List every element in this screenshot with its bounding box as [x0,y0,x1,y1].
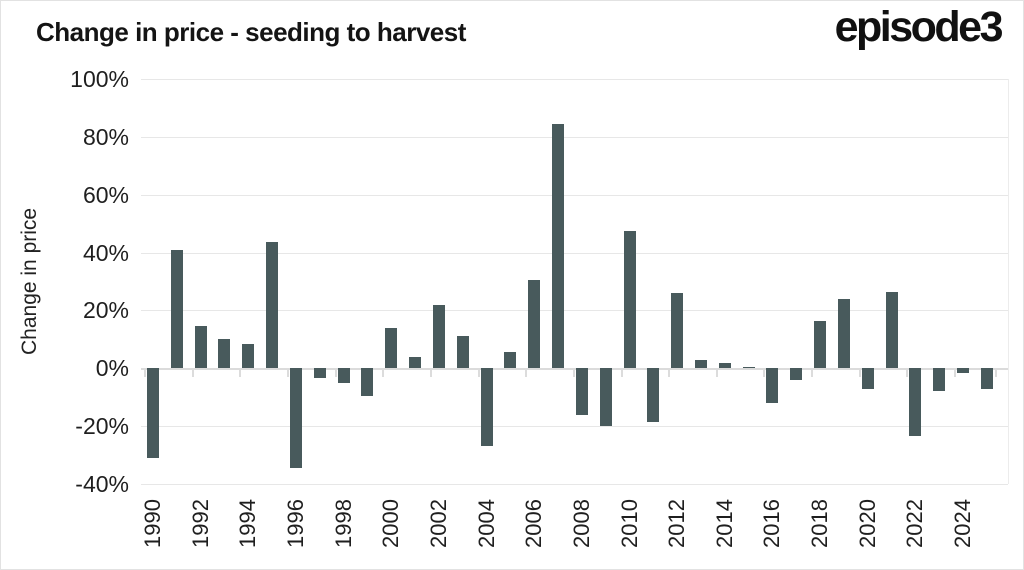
bar-1992 [194,326,207,369]
y-axis-tick-labels: 100% 80% 60% 40% 20% 0% -20% -40% [1,66,129,497]
x-tick-label-2022: 2022 [902,499,928,549]
bar-2000 [385,327,398,369]
x-axis-tick [620,369,623,377]
x-tick-label-2004: 2004 [473,499,499,549]
x-axis-tick [715,369,718,377]
x-axis-tick [858,369,861,377]
y-tick-label: -20% [75,413,129,440]
gridline-20 [141,310,1008,312]
bar-2014 [718,362,731,369]
bar-1995 [266,242,279,369]
x-axis-tick [239,369,242,377]
bar-1999 [361,368,374,396]
bar-1996 [289,368,302,469]
bar-2017 [790,368,803,380]
bar-2003 [456,336,469,369]
bar-1994 [242,343,255,369]
bar-2016 [766,368,779,403]
bar-2007 [552,123,565,369]
x-tick-label-2006: 2006 [521,499,547,549]
x-axis-tick [191,369,194,377]
bar-2022 [909,368,922,437]
x-tick-label-2010: 2010 [616,499,642,549]
bar-2010 [623,230,636,369]
y-tick-label: 20% [82,297,129,324]
zero-baseline [141,367,1008,370]
x-axis-tick [525,369,528,377]
x-axis-tick [763,369,766,377]
bar-2002 [432,304,445,369]
x-tick-label-2002: 2002 [425,499,451,549]
y-tick-label: 40% [82,239,129,266]
x-tick-label-2020: 2020 [854,499,880,549]
gridline-80 [141,136,1008,138]
bar-2019 [837,298,850,369]
x-tick-label-2000: 2000 [378,499,404,549]
bar-2008 [575,368,588,415]
gridline-60 [141,194,1008,196]
x-tick-label-2016: 2016 [759,499,785,549]
gridline--20 [141,426,1008,428]
bar-2004 [480,368,493,447]
bar-2006 [528,280,541,369]
x-axis-tick [429,369,432,377]
y-tick-label: 100% [70,66,129,92]
plot-area [141,79,1009,485]
bar-1991 [170,249,183,369]
x-axis-tick-labels: 1990 1992 1994 1996 1998 2000 2002 2004 2006 2008… [139,490,1008,564]
x-axis-tick [334,369,337,377]
x-tick-label-1992: 1992 [187,499,213,549]
y-tick-label: 60% [82,181,129,208]
x-axis-tick [286,369,289,377]
bar-2021 [885,291,898,369]
bar-1990 [146,368,159,458]
gridline-100 [141,79,1008,80]
bar-2012 [671,293,684,369]
x-axis-tick [572,369,575,377]
bar-2009 [599,368,612,427]
x-axis-tick [668,369,671,377]
x-axis-tick [811,369,814,377]
episode3-logo: episode3 [834,3,1004,51]
x-tick-label-2024: 2024 [950,499,976,549]
bar-1997 [313,368,326,379]
y-tick-label: 80% [82,123,129,150]
bar-2020 [861,368,874,389]
x-axis-tick [994,369,997,377]
x-tick-label-1998: 1998 [330,499,356,549]
x-axis-tick [143,369,146,377]
x-tick-label-2014: 2014 [711,499,737,549]
bar-2023 [933,368,946,392]
x-tick-label-1994: 1994 [235,499,261,549]
gridline--40 [141,484,1008,485]
x-tick-label-1990: 1990 [139,499,165,549]
bar-2024 [957,368,970,373]
bar-2011 [647,368,660,422]
x-axis-tick [954,369,957,377]
bar-1993 [218,339,231,369]
bar-1998 [337,368,350,383]
gridline-40 [141,252,1008,254]
x-tick-label-2018: 2018 [807,499,833,549]
bar-2013 [695,359,707,369]
bar-2001 [409,356,422,369]
x-axis-tick [382,369,385,377]
y-tick-label: 0% [95,355,129,382]
x-tick-label-2012: 2012 [664,499,690,549]
chart-title: Change in price - seeding to harvest [36,17,466,47]
bar-2015 [742,366,755,369]
x-axis-tick [906,369,909,377]
bar-2005 [504,352,517,369]
y-tick-label: -40% [75,471,129,497]
x-axis-tick [477,369,480,377]
bar-2018 [814,320,827,369]
bar-2025 [980,368,993,389]
x-tick-label-1996: 1996 [282,499,308,549]
x-tick-label-2008: 2008 [568,499,594,549]
